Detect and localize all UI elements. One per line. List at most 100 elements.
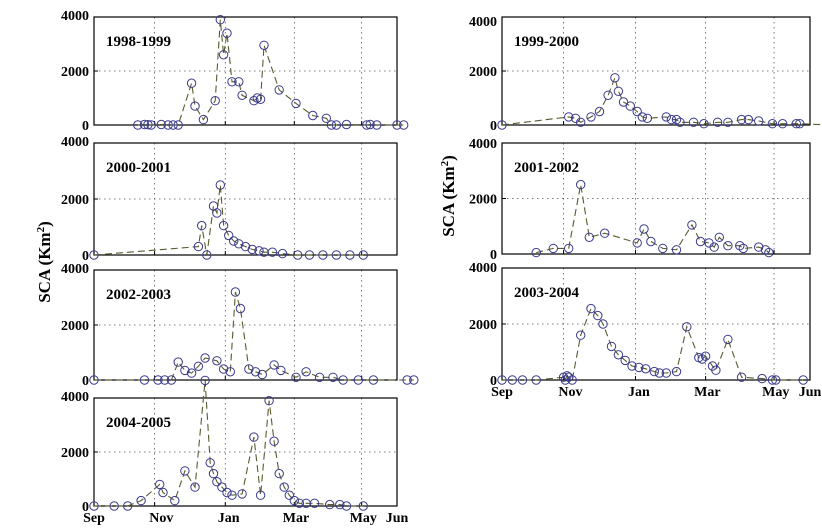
x-tick-label: Jun	[386, 511, 409, 526]
data-point	[658, 243, 668, 254]
data-point	[531, 375, 541, 385]
data-point	[754, 242, 764, 252]
data-point	[331, 120, 342, 130]
data-point	[637, 112, 647, 122]
x-tick-label: Nov	[149, 511, 173, 526]
series-line	[94, 291, 414, 381]
series-line	[502, 307, 804, 382]
data-point	[279, 482, 289, 492]
data-point	[200, 375, 210, 386]
data-point	[341, 501, 352, 511]
data-point	[294, 498, 305, 508]
data-point	[723, 241, 733, 251]
data-point	[507, 375, 517, 385]
data-point	[798, 375, 808, 385]
y-tick-label: 2000	[61, 446, 89, 461]
x-tick-label: Sep	[83, 511, 105, 526]
data-point	[293, 250, 303, 260]
panel-2004-2005: 0 2000 4000 Sep Nov Jan Mar May Jun 2004-2005	[61, 375, 409, 526]
y-tick-label: 2000	[61, 319, 89, 334]
series-line	[137, 19, 404, 126]
data-point	[641, 364, 651, 374]
data-point	[699, 119, 709, 129]
y-tick-label: 4000	[469, 261, 497, 276]
data-point	[358, 250, 368, 260]
data-point	[212, 356, 222, 366]
data-point	[618, 97, 629, 107]
series-line	[94, 380, 364, 507]
panel-2003-2004: 0 2000 4000 Sep Nov Jan Mar May Jun 2003-2004	[469, 261, 821, 400]
x-tick-label: Nov	[558, 385, 582, 400]
data-point	[173, 120, 183, 130]
x-tick-label: Sep	[491, 385, 513, 400]
data-point	[158, 487, 168, 498]
data-point	[712, 117, 723, 128]
data-point	[274, 468, 284, 479]
data-point	[600, 228, 610, 238]
x-tick-label: Mar	[283, 511, 309, 526]
data-point	[249, 96, 259, 106]
y-axis-label-text: SCA (Km2)	[35, 221, 54, 303]
data-point	[368, 375, 379, 385]
data-point	[222, 487, 232, 498]
data-point	[736, 114, 747, 125]
data-point	[244, 364, 254, 374]
data-point	[335, 499, 345, 510]
data-point	[675, 117, 685, 128]
data-point	[289, 495, 299, 506]
data-point	[269, 436, 279, 446]
data-point	[738, 243, 748, 254]
data-point	[671, 366, 682, 377]
panel-title: 1998-1999	[106, 34, 171, 50]
data-point	[723, 117, 733, 128]
y-tick-label: 4000	[61, 390, 89, 405]
data-point	[409, 375, 419, 385]
data-point	[576, 330, 586, 340]
panel-2002-2003: 0 2000 4000 2002-2003	[61, 262, 419, 389]
data-point	[186, 368, 197, 378]
data-point	[168, 120, 178, 130]
data-point	[301, 367, 311, 377]
data-point	[754, 116, 764, 126]
data-point	[697, 354, 707, 364]
data-point	[210, 96, 220, 106]
data-point	[224, 230, 234, 241]
y-axis-label-left: SCA (Km2)	[35, 221, 54, 303]
data-point	[687, 220, 697, 230]
data-point	[613, 86, 624, 97]
data-point	[198, 114, 209, 125]
data-point	[215, 180, 226, 190]
panel-1998-1999: 0 2000 4000 1998-1999	[61, 9, 409, 134]
data-point	[736, 372, 747, 382]
data-point	[230, 287, 241, 297]
data-point	[517, 375, 528, 385]
data-point	[318, 250, 328, 260]
data-point	[576, 117, 586, 128]
data-point	[254, 246, 264, 256]
data-point	[625, 101, 635, 111]
data-point	[723, 334, 733, 345]
data-point	[548, 243, 558, 254]
panel-title: 2004-2005	[106, 415, 171, 431]
data-point	[139, 375, 150, 385]
panel-title: 2003-2004	[514, 285, 579, 301]
data-point	[143, 120, 153, 130]
y-tick-label: 2000	[61, 193, 89, 208]
y-axis-label-right: SCA (Km2)	[439, 155, 458, 237]
data-point	[564, 112, 574, 122]
y-tick-label: 0	[82, 249, 89, 264]
y-tick-label: 0	[490, 374, 497, 389]
data-point	[606, 341, 617, 352]
data-point	[586, 303, 596, 314]
data-point	[146, 120, 156, 130]
data-point	[180, 466, 190, 476]
data-point	[326, 120, 337, 130]
data-point	[304, 250, 315, 260]
data-point	[267, 247, 278, 257]
data-point	[392, 120, 402, 130]
data-point	[197, 220, 207, 231]
data-point	[234, 239, 244, 249]
data-point	[632, 238, 642, 248]
data-point	[186, 78, 197, 88]
